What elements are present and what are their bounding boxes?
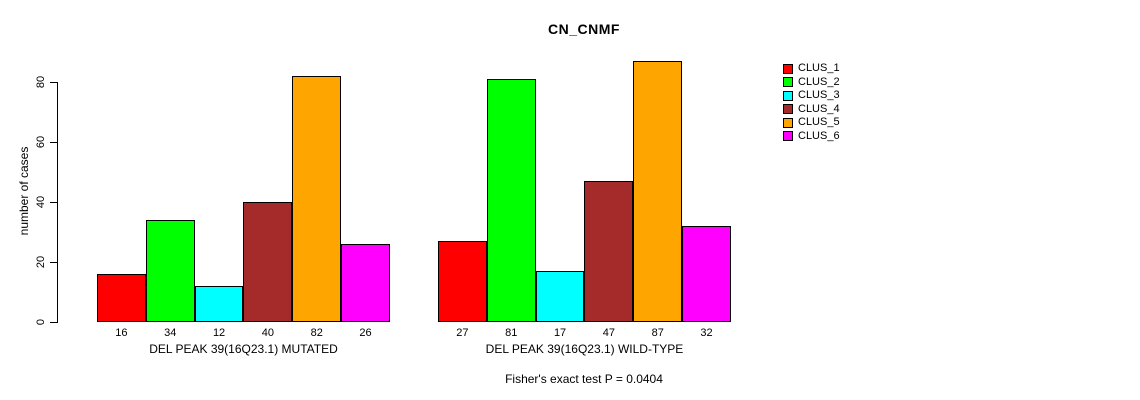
legend-row: CLUS_2 — [783, 76, 840, 90]
y-axis-line — [57, 82, 58, 323]
bar-value-label: 40 — [261, 327, 275, 339]
y-tick-label: 20 — [35, 255, 47, 269]
bar-clus_2 — [486, 79, 536, 322]
y-tick-mark — [50, 321, 58, 323]
legend-swatch — [783, 63, 793, 74]
y-tick-label: 0 — [35, 318, 47, 326]
bar-clus_4 — [584, 181, 634, 322]
bar-value-label: 27 — [456, 327, 469, 339]
group-label-wildtype: DEL PEAK 39(16Q23.1) WILD-TYPE — [485, 342, 684, 356]
bar-value-label: 16 — [115, 327, 128, 339]
bar-value-label: 34 — [164, 327, 177, 339]
bar-clus_6 — [682, 226, 731, 322]
bar-value-label: 87 — [651, 327, 664, 339]
group-label-mutated: DEL PEAK 39(16Q23.1) MUTATED — [149, 342, 338, 356]
legend-row: CLUS_5 — [783, 116, 840, 130]
bar-value-label: 47 — [602, 327, 616, 339]
legend-row: CLUS_4 — [783, 103, 840, 117]
legend-swatch — [783, 117, 793, 128]
bar-clus_3 — [194, 286, 244, 322]
bar-clus_2 — [145, 220, 195, 322]
legend-row: CLUS_1 — [783, 62, 840, 76]
legend-label: CLUS_3 — [798, 89, 840, 102]
bar-clus_1 — [438, 241, 487, 322]
legend-row: CLUS_3 — [783, 89, 840, 103]
bar-clus_4 — [243, 202, 293, 322]
bar-value-label: 82 — [310, 327, 323, 339]
bar-clus_5 — [292, 76, 342, 322]
bar-value-label: 12 — [212, 327, 226, 339]
y-tick-mark — [50, 261, 58, 263]
y-tick-label: 60 — [35, 135, 47, 149]
legend: CLUS_1 CLUS_2 CLUS_3 CLUS_4 CLUS_5 CLUS_6 — [783, 62, 840, 143]
legend-swatch — [783, 104, 793, 115]
legend-label: CLUS_2 — [798, 75, 840, 88]
chart-title: CN_CNMF — [548, 21, 620, 37]
legend-label: CLUS_1 — [798, 62, 840, 75]
y-axis-title: number of cases — [17, 146, 31, 236]
legend-label: CLUS_6 — [798, 129, 840, 142]
y-tick-mark — [50, 201, 58, 203]
bar-value-label: 32 — [700, 327, 713, 339]
legend-swatch — [783, 131, 793, 142]
bar-value-label: 26 — [359, 327, 372, 339]
y-tick-label: 80 — [35, 75, 47, 89]
legend-label: CLUS_4 — [798, 102, 840, 115]
bar-clus_3 — [535, 271, 585, 322]
bar-value-label: 17 — [553, 327, 567, 339]
bar-clus_1 — [97, 274, 146, 322]
legend-label: CLUS_5 — [798, 116, 840, 129]
bar-clus_5 — [633, 61, 683, 322]
y-tick-label: 40 — [35, 195, 47, 209]
y-tick-mark — [50, 81, 58, 83]
legend-swatch — [783, 77, 793, 88]
bar-value-label: 81 — [505, 327, 518, 339]
bar-clus_6 — [341, 244, 390, 322]
legend-swatch — [783, 90, 793, 101]
legend-row: CLUS_6 — [783, 130, 840, 144]
fisher-test-footnote: Fisher's exact test P = 0.0404 — [505, 372, 663, 386]
y-tick-mark — [50, 141, 58, 143]
